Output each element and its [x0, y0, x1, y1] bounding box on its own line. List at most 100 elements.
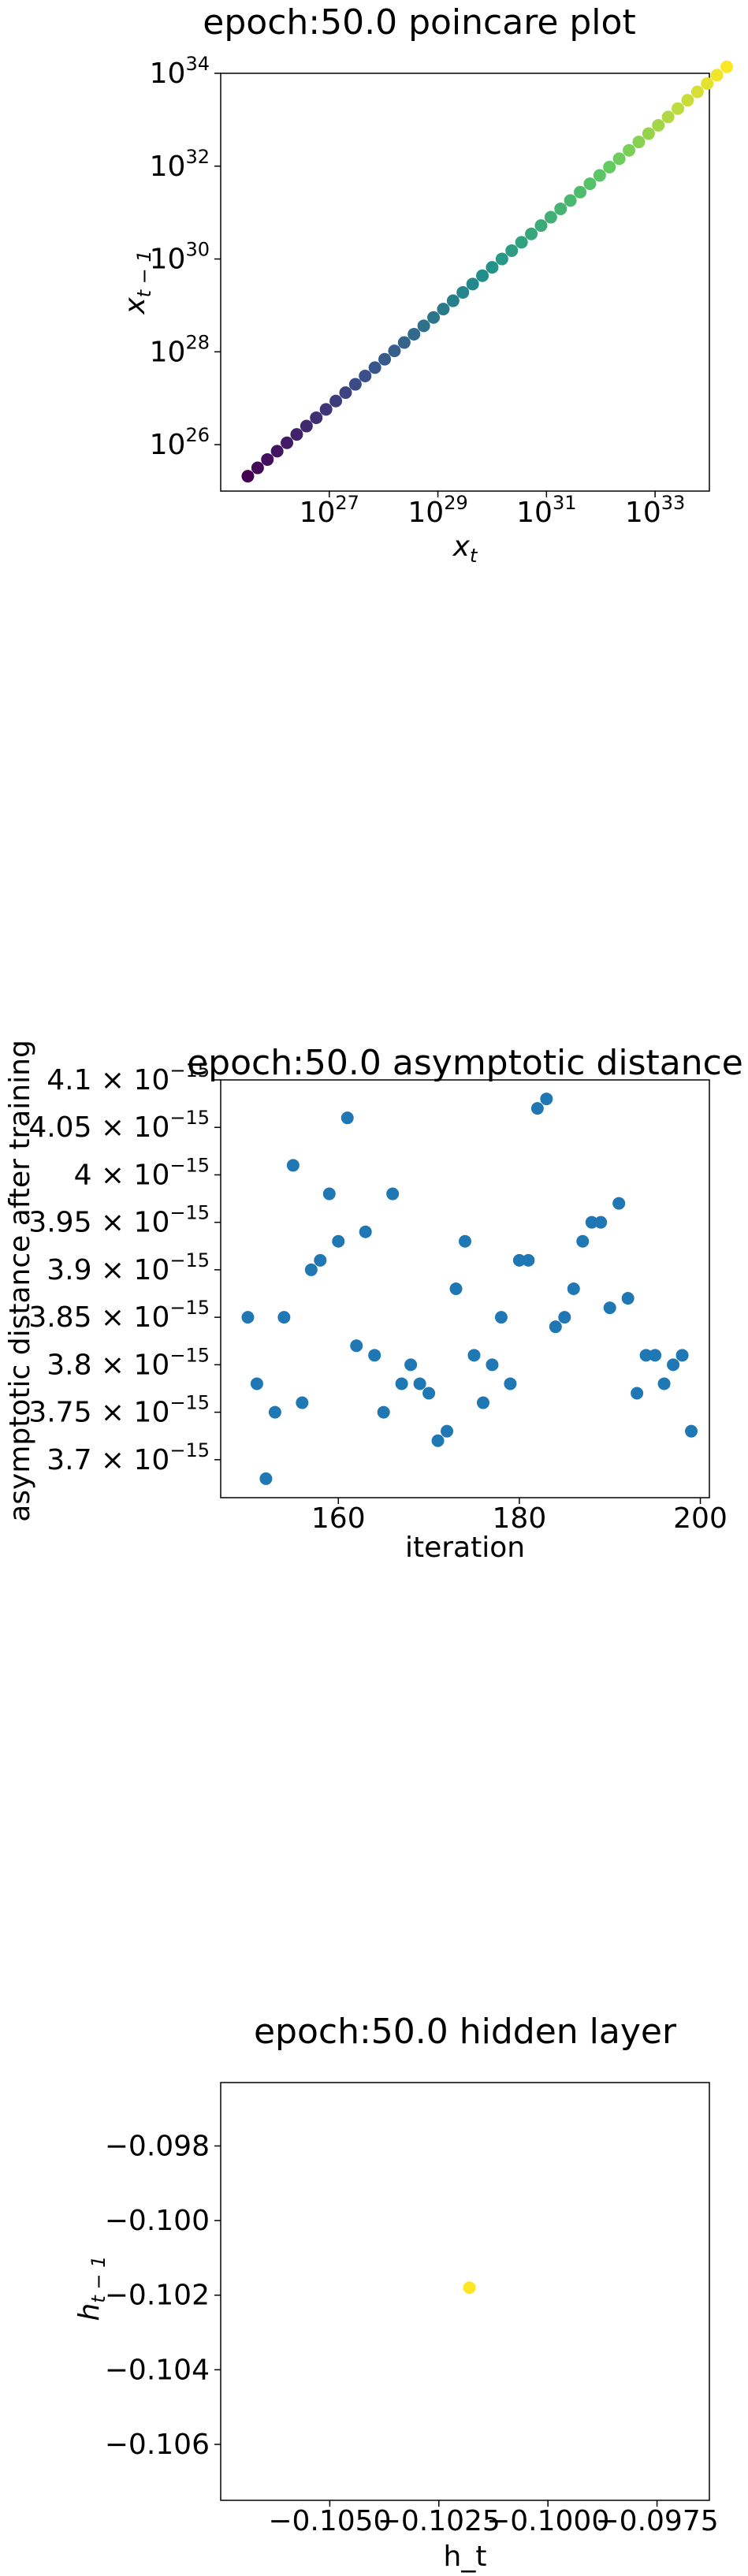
hidden-x-axis-label: h_t — [444, 2541, 487, 2573]
poincare-point — [339, 386, 352, 400]
poincare-point — [427, 311, 441, 324]
asymptotic-plot-frame — [220, 1079, 710, 1498]
poincare-point — [251, 461, 264, 475]
poincare-point — [690, 85, 704, 99]
asymptotic-point — [685, 1424, 698, 1438]
asymptotic-point — [277, 1311, 291, 1324]
asymptotic-point — [675, 1349, 689, 1362]
asymptotic-x-tick-label: 160 — [311, 1502, 366, 1535]
asymptotic-point — [594, 1215, 608, 1229]
poincare-point — [446, 294, 460, 307]
asymptotic-point — [359, 1225, 372, 1238]
poincare-x-ticks: 1027 1029 1031 1033 — [300, 491, 685, 529]
hidden-y-axis-label: ht − 1 — [73, 2256, 110, 2321]
asymptotic-point — [494, 1311, 508, 1324]
asymptotic-point — [467, 1349, 481, 1362]
asymptotic-y-axis-label: asymptotic distance after training — [4, 1040, 36, 1522]
poincare-y-tick-label: 1026 — [150, 424, 210, 461]
poincare-y-tick-label: 1034 — [150, 53, 210, 90]
asymptotic-point — [377, 1405, 390, 1419]
poincare-point — [300, 419, 313, 433]
poincare-points — [241, 60, 734, 483]
asymptotic-points — [241, 1093, 698, 1485]
poincare-point — [388, 344, 401, 358]
poincare-point — [329, 394, 343, 408]
poincare-point — [710, 69, 724, 82]
poincare-point — [348, 378, 362, 391]
poincare-point — [603, 160, 616, 173]
poincare-x-axis-label: xt — [452, 530, 478, 567]
hidden-x-tick-label: −0.1050 — [268, 2505, 391, 2537]
poincare-point — [505, 244, 519, 257]
poincare-point — [672, 102, 685, 115]
poincare-y-tick-label: 1028 — [150, 331, 210, 368]
asymptotic-distance-chart: epoch:50.0 asymptotic distance 160 180 200… — [4, 1040, 743, 1564]
poincare-point — [378, 352, 392, 366]
hidden-title: epoch:50.0 hidden layer — [254, 2012, 677, 2052]
hidden-x-tick-label: −0.1000 — [486, 2505, 609, 2537]
asymptotic-point — [441, 1424, 454, 1438]
asymptotic-point — [304, 1263, 318, 1276]
hidden-y-tick-label: −0.098 — [105, 2130, 210, 2162]
poincare-point — [593, 169, 606, 182]
poincare-point — [652, 118, 665, 132]
poincare-point — [261, 452, 274, 466]
poincare-point — [417, 319, 430, 333]
asymptotic-point — [268, 1405, 281, 1419]
asymptotic-point — [576, 1234, 590, 1248]
asymptotic-y-tick-label: 3.95 × 10−15 — [28, 1202, 210, 1239]
asymptotic-x-tick-label: 200 — [673, 1502, 728, 1535]
hidden-point — [463, 2281, 476, 2295]
asymptotic-point — [395, 1377, 408, 1390]
poincare-point — [681, 94, 694, 107]
asymptotic-point — [512, 1253, 526, 1267]
asymptotic-point — [504, 1377, 517, 1390]
poincare-point — [319, 403, 333, 416]
poincare-point — [495, 252, 508, 266]
poincare-chart: epoch:50.0 poincare plot 1027 1029 1031 103… — [119, 2, 734, 567]
poincare-point — [544, 210, 557, 224]
poincare-point — [290, 428, 303, 441]
hidden-y-tick-label: −0.102 — [105, 2280, 210, 2312]
poincare-x-tick-label: 1033 — [625, 492, 685, 529]
poincare-point — [476, 269, 489, 282]
asymptotic-point — [341, 1111, 354, 1125]
asymptotic-point — [549, 1320, 562, 1334]
asymptotic-point — [404, 1358, 418, 1372]
asymptotic-point — [612, 1197, 626, 1210]
asymptotic-point — [386, 1187, 400, 1201]
hidden-y-tick-label: −0.100 — [105, 2205, 210, 2237]
asymptotic-y-tick-label: 4 × 10−15 — [74, 1154, 210, 1191]
asymptotic-point — [567, 1282, 580, 1295]
asymptotic-point — [639, 1349, 653, 1362]
poincare-point — [564, 194, 577, 207]
asymptotic-y-tick-label: 3.75 × 10−15 — [28, 1392, 210, 1429]
poincare-point — [623, 143, 636, 157]
poincare-point — [270, 445, 284, 458]
asymptotic-point — [558, 1311, 571, 1324]
poincare-point — [525, 227, 538, 240]
asymptotic-point — [649, 1349, 662, 1362]
poincare-point — [720, 60, 734, 73]
poincare-point — [574, 185, 587, 199]
asymptotic-point — [296, 1396, 309, 1409]
asymptotic-x-ticks: 160 180 200 — [311, 1498, 728, 1535]
hidden-layer-chart: epoch:50.0 hidden layer −0.1050−0.1025−0… — [73, 2012, 719, 2573]
asymptotic-y-tick-label: 3.7 × 10−15 — [47, 1439, 210, 1476]
poincare-point — [701, 76, 714, 90]
poincare-point — [642, 127, 655, 140]
asymptotic-point — [530, 1102, 544, 1115]
asymptotic-point — [286, 1159, 300, 1172]
asymptotic-point — [459, 1234, 471, 1248]
poincare-y-axis-label: xt − 1 — [119, 250, 155, 315]
asymptotic-point — [603, 1301, 616, 1315]
asymptotic-point — [667, 1358, 680, 1372]
asymptotic-x-axis-label: iteration — [405, 1532, 525, 1564]
asymptotic-point — [422, 1387, 436, 1400]
poincare-point — [466, 277, 479, 291]
hidden-x-tick-label: −0.1025 — [378, 2505, 501, 2537]
asymptotic-point — [631, 1387, 644, 1400]
poincare-point — [554, 202, 568, 215]
poincare-point — [661, 110, 675, 124]
